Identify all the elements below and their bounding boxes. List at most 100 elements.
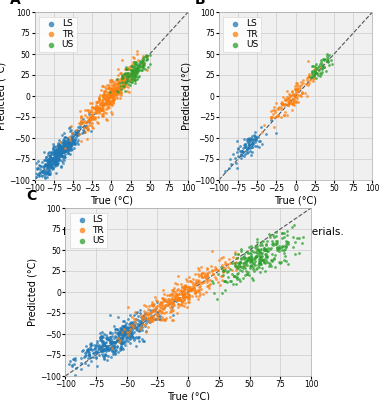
- US: [294, 235, 300, 242]
- LS: [74, 129, 80, 135]
- TR: [97, 108, 103, 115]
- LS: [45, 170, 51, 176]
- LS: [58, 139, 65, 146]
- US: [230, 280, 237, 287]
- TR: [110, 94, 116, 100]
- LS: [86, 349, 93, 355]
- US: [261, 245, 267, 251]
- TR: [189, 292, 195, 299]
- LS: [81, 353, 88, 360]
- LS: [83, 122, 89, 129]
- US: [120, 74, 126, 80]
- US: [243, 258, 249, 264]
- LS: [86, 352, 92, 358]
- LS: [44, 168, 50, 175]
- TR: [120, 84, 126, 91]
- TR: [86, 109, 92, 116]
- LS: [74, 124, 81, 130]
- US: [242, 272, 248, 278]
- US: [139, 58, 145, 64]
- US: [123, 66, 129, 72]
- US: [263, 246, 269, 253]
- LS: [33, 160, 39, 167]
- LS: [56, 151, 62, 157]
- TR: [144, 67, 151, 74]
- TR: [285, 102, 291, 108]
- US: [134, 70, 140, 77]
- LS: [99, 333, 105, 339]
- US: [131, 68, 137, 74]
- TR: [101, 100, 107, 106]
- US: [118, 86, 124, 93]
- TR: [169, 316, 175, 323]
- TR: [291, 83, 298, 89]
- TR: [109, 79, 115, 86]
- US: [123, 78, 129, 84]
- US: [267, 246, 273, 253]
- TR: [286, 100, 292, 106]
- TR: [181, 303, 187, 310]
- TR: [278, 99, 284, 106]
- TR: [126, 66, 132, 72]
- TR: [104, 99, 110, 106]
- US: [269, 256, 275, 263]
- LS: [239, 152, 245, 159]
- LS: [58, 148, 64, 154]
- LS: [50, 156, 56, 162]
- LS: [38, 163, 44, 169]
- US: [253, 252, 259, 259]
- TR: [178, 301, 184, 308]
- TR: [192, 280, 199, 286]
- US: [268, 257, 274, 264]
- LS: [240, 149, 246, 155]
- TR: [212, 264, 218, 270]
- LS: [107, 337, 113, 343]
- LS: [79, 119, 85, 125]
- TR: [195, 265, 201, 272]
- US: [125, 70, 131, 76]
- Text: PP base materials.: PP base materials.: [63, 227, 160, 237]
- LS: [104, 347, 111, 354]
- US: [243, 260, 249, 266]
- TR: [76, 107, 83, 114]
- TR: [110, 93, 116, 100]
- TR: [291, 92, 297, 98]
- LS: [43, 165, 50, 172]
- TR: [123, 66, 129, 72]
- LS: [51, 149, 57, 155]
- LS: [273, 130, 279, 136]
- TR: [97, 102, 103, 108]
- TR: [285, 98, 291, 105]
- TR: [113, 84, 119, 90]
- LS: [143, 320, 149, 326]
- LS: [115, 336, 121, 343]
- US: [252, 256, 258, 262]
- LS: [55, 153, 61, 160]
- LS: [48, 162, 54, 169]
- LS: [67, 144, 73, 150]
- LS: [113, 340, 119, 346]
- LS: [139, 316, 145, 322]
- TR: [169, 296, 175, 302]
- TR: [209, 268, 215, 274]
- US: [257, 247, 263, 254]
- LS: [43, 154, 49, 160]
- LS: [85, 346, 91, 352]
- TR: [297, 84, 303, 91]
- LS: [46, 160, 52, 166]
- US: [300, 234, 306, 240]
- LS: [121, 330, 127, 336]
- TR: [89, 109, 95, 116]
- TR: [92, 105, 98, 111]
- TR: [87, 115, 93, 122]
- LS: [143, 328, 149, 334]
- TR: [187, 278, 193, 284]
- TR: [96, 105, 102, 111]
- TR: [233, 259, 239, 265]
- LS: [47, 160, 53, 166]
- TR: [182, 290, 188, 297]
- LS: [56, 142, 63, 148]
- US: [325, 58, 331, 64]
- LS: [65, 137, 71, 143]
- TR: [139, 62, 146, 69]
